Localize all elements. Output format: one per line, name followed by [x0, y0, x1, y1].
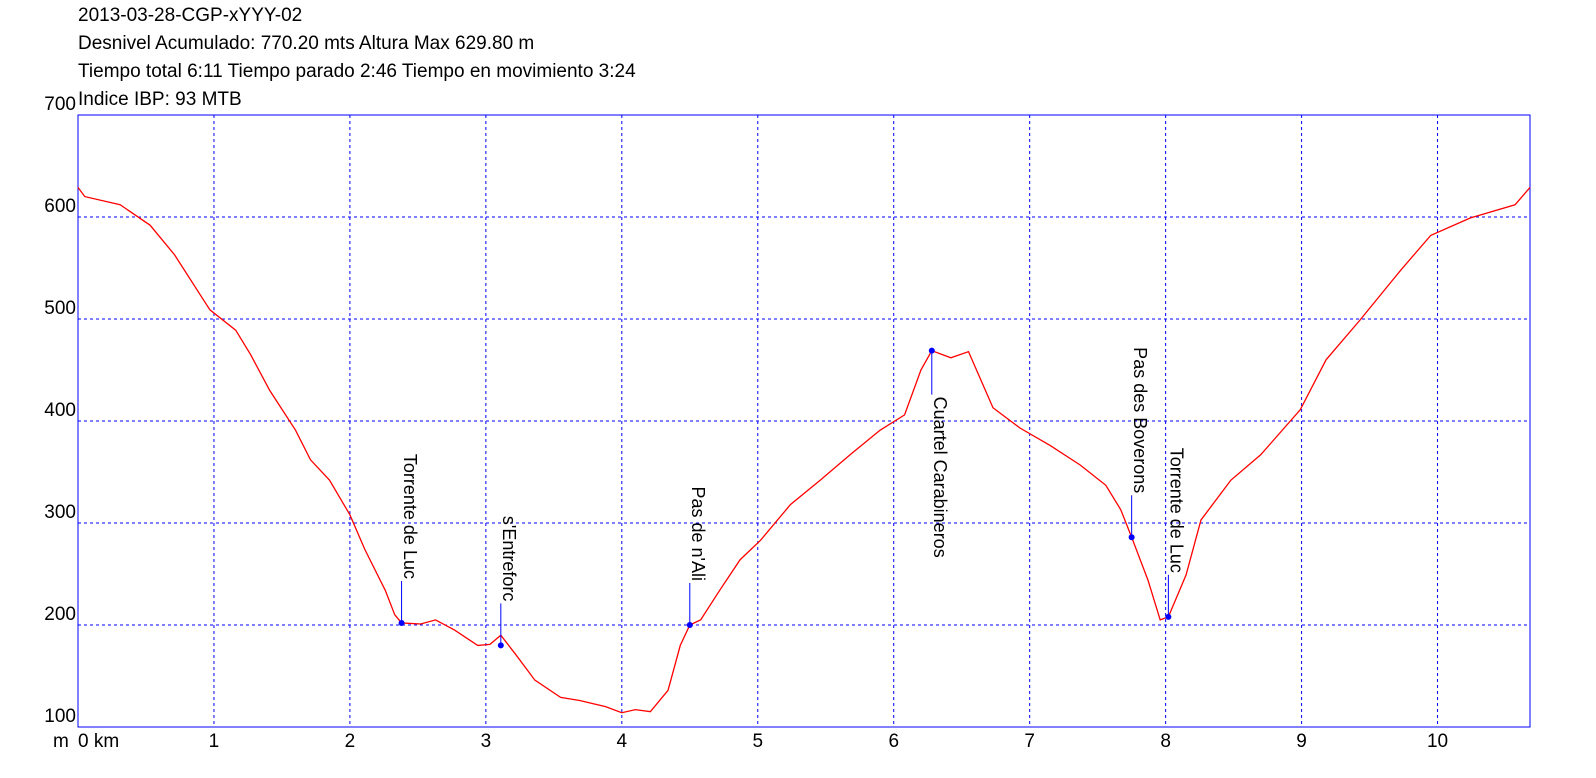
waypoint: [497, 642, 504, 649]
waypoint-label: Torrente de Luc: [1167, 448, 1187, 573]
x-tick-label: 2: [345, 731, 356, 752]
x-tick-label: 0 km: [78, 731, 119, 752]
y-tick-label: 400: [44, 400, 76, 421]
waypoint: [686, 622, 693, 628]
y-tick-label: 200: [44, 604, 76, 625]
subtitle: Indice IBP: 93 MTB: [78, 89, 242, 110]
waypoint: [398, 619, 405, 626]
x-tick-label: 9: [1296, 731, 1307, 752]
x-tick-label: 6: [888, 731, 899, 752]
waypoint-label: Pas de n'Ali: [688, 487, 708, 582]
x-tick-label: 8: [1160, 731, 1171, 752]
y-tick-label: 100: [44, 706, 76, 727]
waypoint: [928, 347, 935, 354]
x-tick-label: 7: [1024, 731, 1035, 752]
x-tick-label: 4: [617, 731, 628, 752]
waypoint-label: Torrente de Luc: [400, 454, 420, 579]
x-tick-label: 1: [209, 731, 220, 752]
x-tick-label: 3: [481, 731, 492, 752]
waypoint-label: Pas des Boverons: [1130, 347, 1150, 493]
waypoint-label: Cuartel Carabineros: [930, 397, 950, 558]
y-tick-label: 700: [44, 94, 76, 115]
waypoint: [1165, 613, 1172, 620]
x-tick-label: 5: [752, 731, 763, 752]
y-tick-label: 600: [44, 196, 76, 217]
profile-line: [77, 186, 1531, 714]
subtitle: Tiempo total 6:11 Tiempo parado 2:46 Tie…: [78, 61, 636, 82]
waypoint: [1128, 534, 1135, 541]
y-tick-label: 500: [44, 298, 76, 319]
y-unit: m: [53, 731, 69, 752]
subtitle: Desnivel Acumulado: 770.20 mts Altura Ma…: [78, 33, 534, 54]
y-tick-label: 300: [44, 502, 76, 523]
waypoint-label: s'Entreforc: [499, 516, 519, 601]
x-tick-label: 10: [1427, 731, 1448, 752]
plot-frame: [77, 114, 1531, 728]
chart-title: 2013-03-28-CGP-xYYY-02: [78, 5, 302, 26]
